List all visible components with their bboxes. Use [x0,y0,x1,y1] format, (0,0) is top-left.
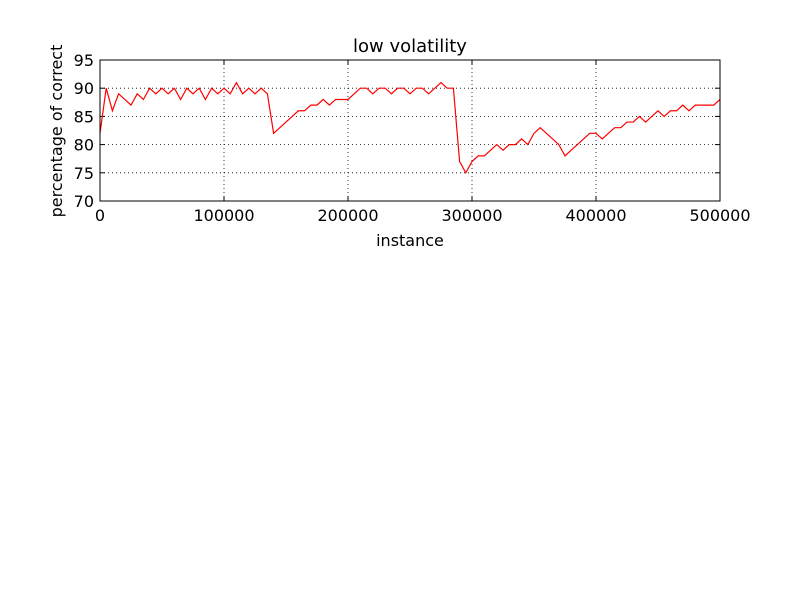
y-tick-label: 75 [74,164,94,183]
chart-title: low volatility [353,36,467,57]
y-tick-label: 80 [74,136,94,155]
y-tick-label: 70 [74,192,94,211]
y-axis-label: percentage of correct [47,45,66,218]
x-axis-label: instance [376,231,444,250]
x-tick-label: 300000 [441,206,502,225]
x-tick-label: 100000 [193,206,254,225]
x-tick-label: 0 [95,206,105,225]
x-tick-label: 400000 [565,206,626,225]
y-tick-label: 85 [74,107,94,126]
plot-frame [99,59,721,202]
x-tick-label: 500000 [689,206,750,225]
data-line [99,81,721,175]
x-tick-label: 200000 [317,206,378,225]
y-tick-label: 90 [74,79,94,98]
y-tick-label: 95 [74,51,94,70]
